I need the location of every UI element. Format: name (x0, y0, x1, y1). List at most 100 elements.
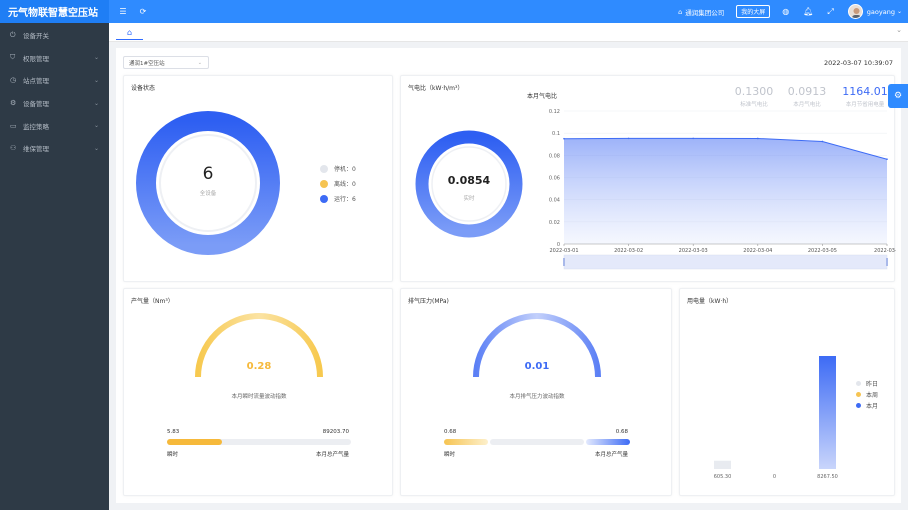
device-status-donut (136, 111, 280, 255)
foot-right-label: 本月总产气量 (315, 452, 349, 458)
tab-home[interactable]: ⌂ (116, 25, 143, 40)
y-tick-label: 0 (557, 242, 560, 248)
chevron-down-icon: ⌄ (93, 144, 99, 152)
sidebar-item-label: 设备管理 (23, 100, 49, 109)
big-screen-button[interactable]: 我的大屏 (736, 5, 771, 18)
pressure-progress-track (490, 439, 584, 445)
legend-stopped: 停机：0 (320, 164, 356, 173)
stat-label: 标准气电比 (740, 102, 768, 108)
username[interactable]: gaoyang (866, 7, 895, 16)
legend-dot-icon (320, 164, 328, 173)
chevron-down-icon[interactable]: ⌄ (896, 26, 902, 34)
switch-icon: ⏻ (10, 30, 16, 39)
gas-ratio-value-label: 实时 (463, 196, 475, 202)
data-point (757, 137, 759, 140)
clock-icon: ◷ (10, 76, 17, 85)
zoom-handle-left[interactable] (563, 258, 565, 266)
fullscreen-icon[interactable]: ⤢ (827, 6, 834, 16)
menu-toggle-icon[interactable]: ☰ (119, 7, 127, 16)
settings-icon[interactable]: ⚙ (888, 84, 908, 108)
chevron-down-icon: ⌄ (93, 122, 99, 130)
bar-left-label: 5.83 (167, 429, 180, 435)
sidebar-item[interactable]: ▭ 监控策略 ⌄ (0, 114, 109, 137)
y-tick-label: 0.04 (549, 198, 560, 204)
gas-ratio-area-chart: 0 0.02 0.04 0.06 0.08 0.1 0.12 2022-03-01 2022-0… (549, 109, 896, 270)
stat-value: 1164.01 (842, 85, 888, 98)
pressure-progress (444, 439, 630, 445)
avatar[interactable] (847, 4, 863, 19)
power-bar-label: 0 (773, 474, 776, 480)
stat-value: 0.0913 (787, 85, 827, 98)
gas-ratio-card: 气电比（kW·h/m³） 0.0854 实时 本月气电比 0.1300 标准气电… (400, 75, 896, 282)
data-point (627, 137, 630, 140)
stat-label: 本月节省用电量 (845, 102, 885, 108)
pressure-progress-right (586, 439, 630, 445)
x-tick-label: 2022-03-03 (679, 248, 708, 254)
legend-dot-icon (320, 194, 328, 203)
current-datetime: 2022-03-07 10:39:07 (823, 59, 893, 67)
foot-left-label: 瞬时 (167, 452, 179, 458)
production-progress (167, 439, 351, 445)
sidebar-item-label: 站点管理 (23, 77, 49, 86)
card-title: 气电比（kW·h/m³） (408, 85, 464, 92)
bar-left-label: 0.68 (444, 429, 457, 435)
pressure-desc: 本月排气压力波动指数 (509, 394, 565, 400)
x-tick-label: 2022-03-05 (808, 248, 837, 254)
y-tick-label: 0.08 (549, 153, 560, 159)
gas-ratio-value: 0.0854 (447, 174, 491, 187)
bar-right-label: 89203.70 (322, 429, 349, 435)
legend-label: 离线：0 (334, 181, 356, 188)
legend-dot-icon (320, 179, 328, 188)
sidebar-item[interactable]: ⚙ 设备管理 ⌄ (0, 92, 109, 115)
legend-dot-icon (856, 403, 861, 408)
stat-month: 0.0913 本月气电比 (784, 85, 830, 108)
device-total-label: 全设备 (199, 191, 217, 197)
station-select[interactable]: 通润1#空压站 ⌄ (123, 56, 209, 69)
x-tick-label: 2022-03-0 (874, 248, 896, 254)
power-bar (714, 460, 731, 469)
legend-offline: 离线：0 (320, 179, 356, 188)
bell-icon[interactable]: 🔔︎ (803, 7, 814, 16)
station-select-value: 通润1#空压站 (129, 60, 165, 67)
production-value: 0.28 (246, 361, 272, 372)
zoom-slider-range[interactable] (564, 255, 887, 269)
data-point (821, 140, 824, 143)
x-tick-label: 2022-03-01 (549, 248, 578, 254)
y-tick-label: 0.02 (549, 220, 560, 226)
sidebar: ⏻ 设备开关 ⛉ 权限管理 ⌄ ◷ 站点管理 ⌄ ⚙ 设备管理 ⌄ ▭ 监控策略 ⌄ ⚇ 维保管理 ⌄ (0, 23, 109, 510)
top-bar: 元气物联智慧空压站 ☰ ⟳ ⌂ 通润集团公司 我的大屏 ◍ 🔔︎ ⤢ gaoya… (0, 0, 908, 23)
company-switcher[interactable]: ⌂ 通润集团公司 (678, 7, 724, 17)
data-point (886, 158, 888, 161)
sidebar-item[interactable]: ◷ 站点管理 ⌄ (0, 69, 109, 92)
legend-month: 本月 (856, 401, 878, 410)
legend-yesterday: 昨日 (856, 379, 878, 388)
tabs-bar: ⌂ ⌄ (109, 23, 908, 42)
data-point (563, 137, 565, 140)
sidebar-item[interactable]: ⚇ 维保管理 ⌄ (0, 137, 109, 160)
globe-icon[interactable]: ◍ (782, 7, 790, 16)
production-progress-fill (167, 439, 223, 445)
legend-label: 运行：6 (334, 196, 356, 203)
foot-right-label: 本月总产气量 (594, 452, 628, 458)
sidebar-item[interactable]: ⏻ 设备开关 (0, 24, 109, 47)
home-icon: ⌂ (678, 7, 683, 16)
sidebar-item-label: 权限管理 (23, 54, 49, 63)
sidebar-item[interactable]: ⛉ 权限管理 ⌄ (0, 47, 109, 70)
chevron-down-icon: ⌄ (197, 59, 202, 66)
chevron-down-icon[interactable]: ⌄ (896, 8, 902, 15)
shield-icon: ⛉ (10, 53, 16, 62)
y-tick-label: 0.06 (549, 176, 560, 182)
card-title: 排气压力(MPa) (408, 298, 449, 305)
series-line (563, 137, 888, 160)
legend-label: 本周 (866, 392, 879, 399)
pressure-gauge (473, 313, 601, 378)
zoom-handle-right[interactable] (886, 258, 888, 266)
power-bar-label: 8267.50 (817, 474, 838, 480)
power-card: 用电量（kW·h） 605.30 0 8267.50 昨日 本周 本月 (679, 288, 895, 496)
sidebar-item-label: 监控策略 (23, 122, 49, 131)
refresh-icon[interactable]: ⟳ (139, 7, 147, 16)
legend-label: 昨日 (866, 381, 879, 388)
gear-circle-icon: ⚙ (10, 99, 17, 108)
foot-left-label: 瞬时 (444, 452, 456, 458)
pressure-value: 0.01 (524, 361, 550, 372)
